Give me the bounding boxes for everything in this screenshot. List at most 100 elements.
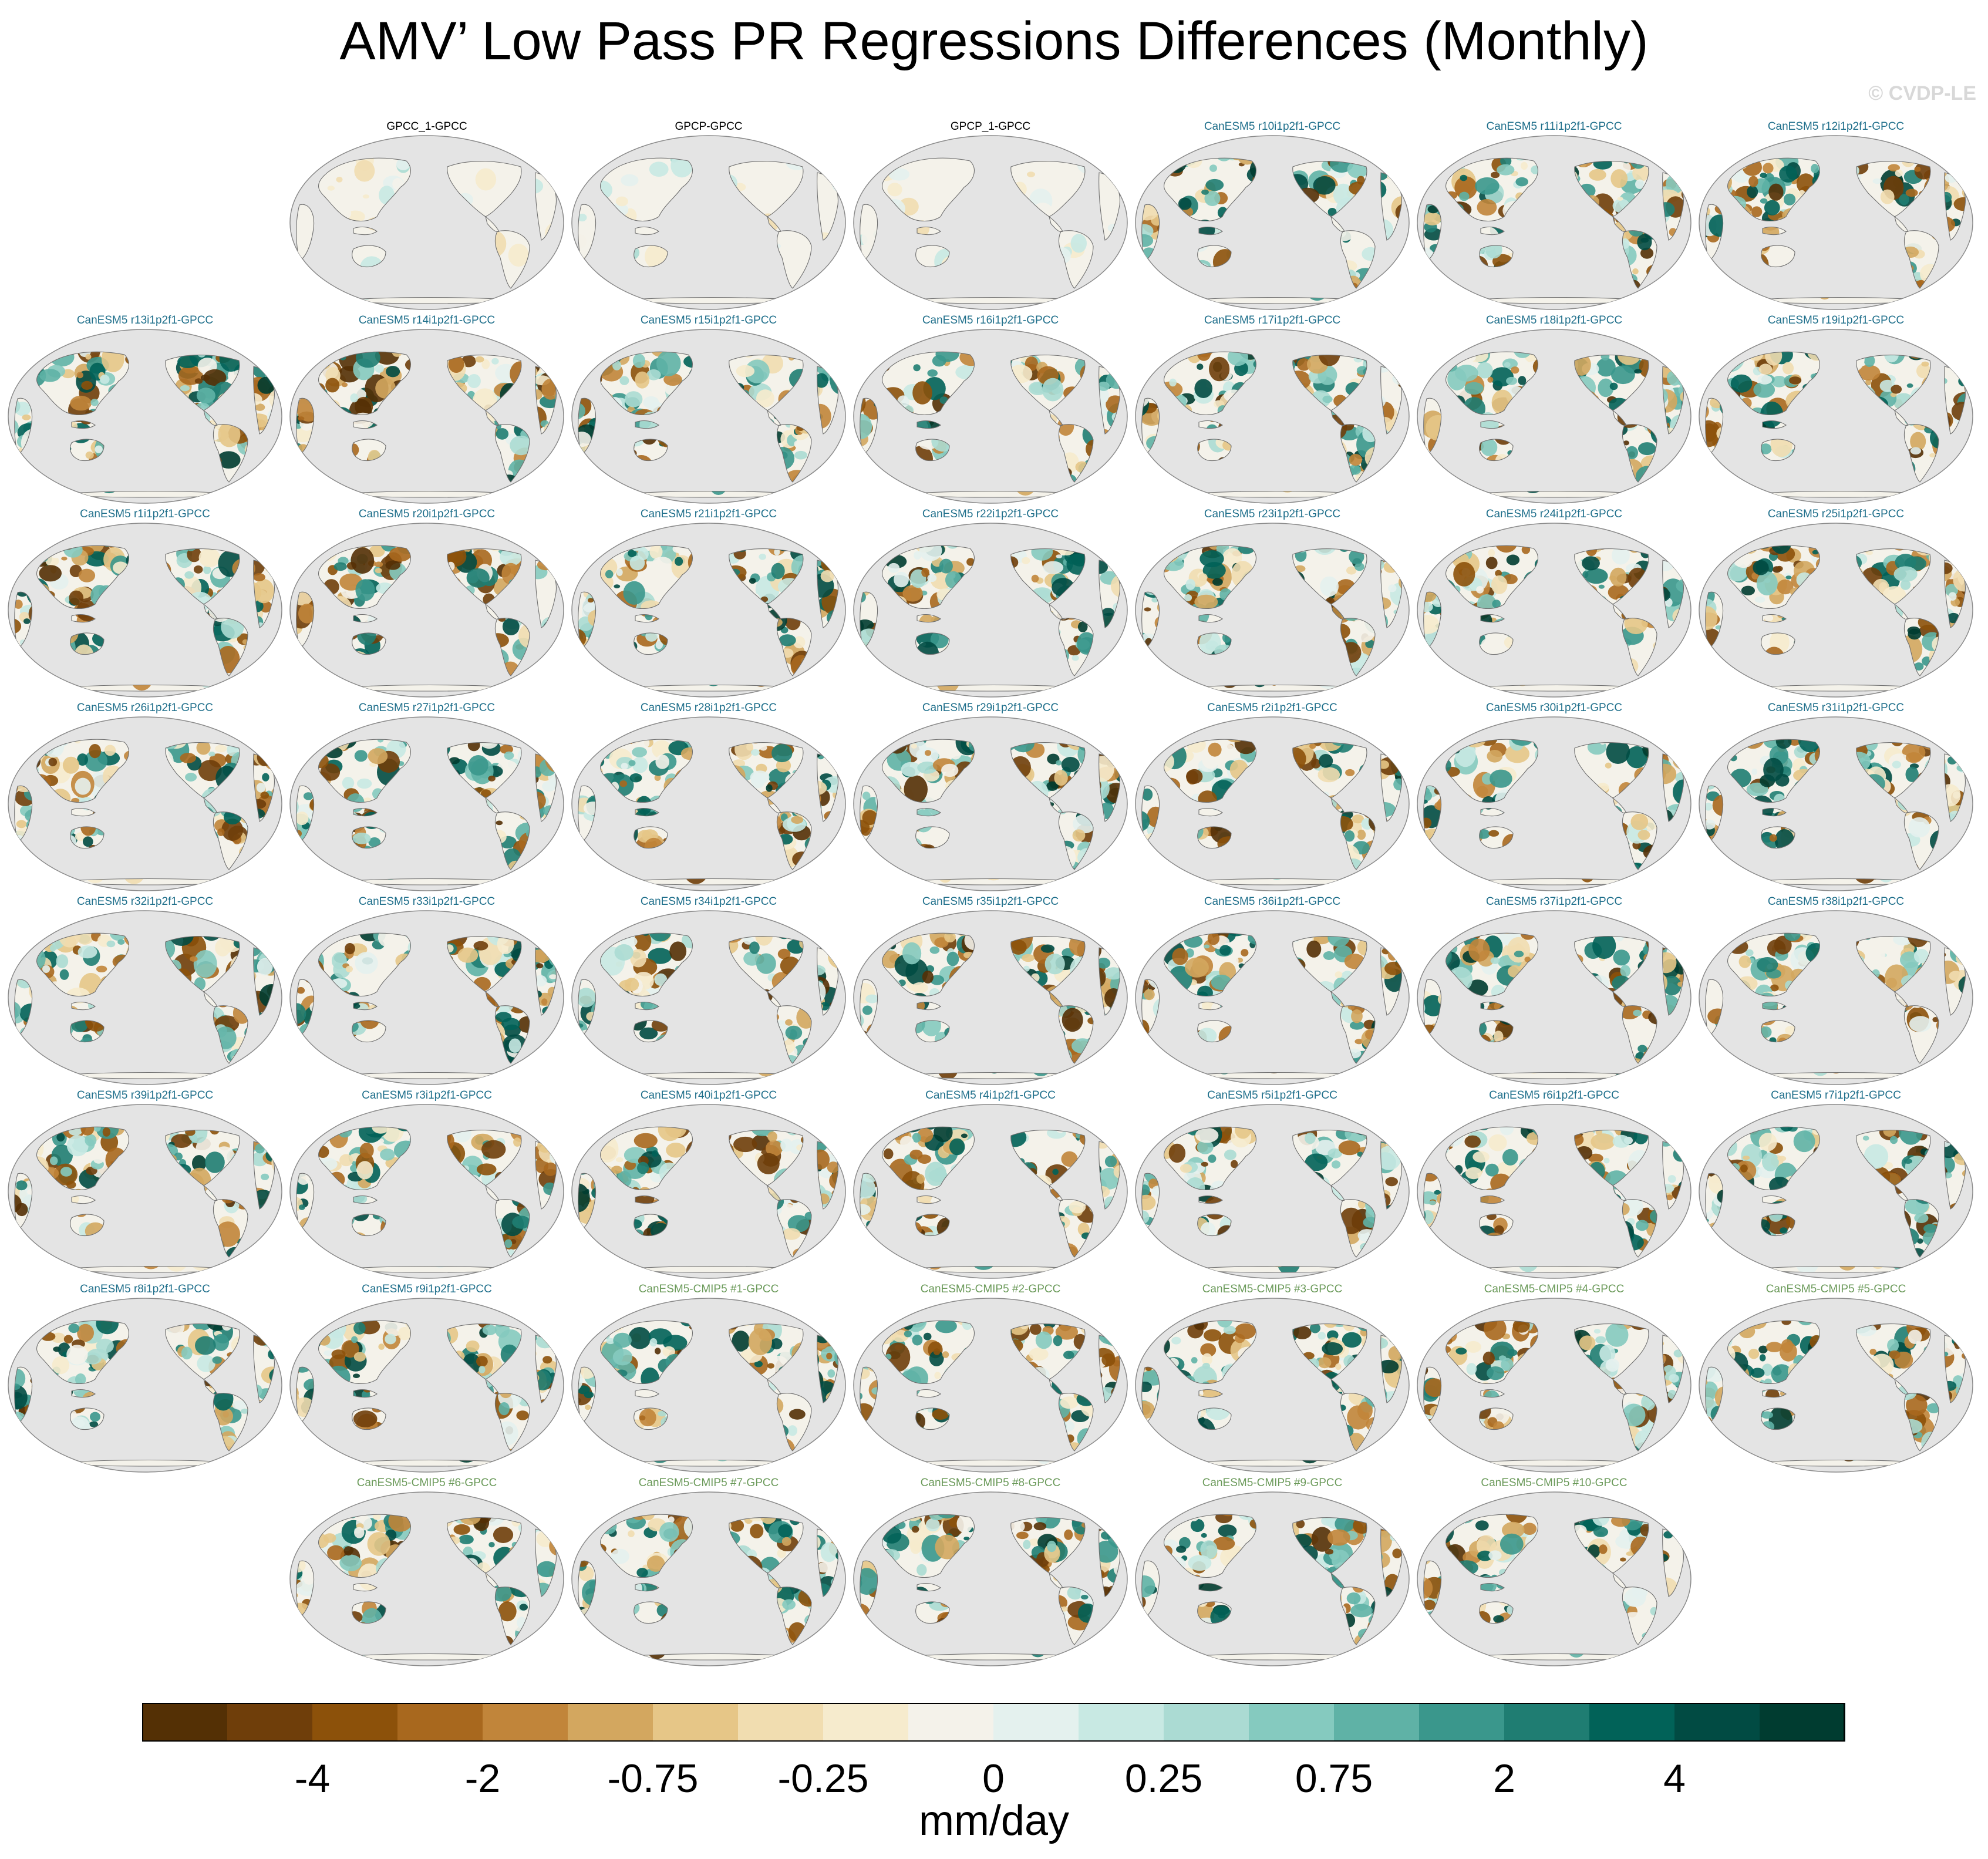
panel-label: GPCP-GPCC [675, 120, 743, 133]
coastline [1727, 157, 1820, 222]
coastline [165, 1323, 240, 1380]
coastline [915, 632, 950, 655]
coastline [1164, 545, 1256, 609]
coastline [882, 932, 975, 997]
coastline [1574, 1323, 1649, 1380]
ocean-background [571, 716, 846, 891]
coastline [296, 398, 315, 455]
coastline [36, 351, 129, 416]
coastline [1164, 1320, 1256, 1385]
coastline [1445, 1320, 1538, 1385]
coastline [635, 1582, 659, 1592]
panel-label: CanESM5 r29i1p2f1-GPCC [922, 702, 1059, 714]
coastline [578, 398, 597, 455]
coastline [882, 739, 975, 803]
coastline [1164, 157, 1256, 222]
globe-map [1417, 523, 1692, 698]
ocean-background [853, 523, 1128, 698]
coastline [494, 1199, 530, 1258]
coastline [1705, 591, 1724, 649]
ocean-background [853, 1298, 1128, 1473]
ocean-background [1135, 716, 1410, 891]
coastline [916, 1195, 941, 1204]
coastline [882, 157, 975, 222]
coastline [213, 1199, 248, 1258]
coastline [352, 826, 386, 849]
panel-label: CanESM5 r24i1p2f1-GPCC [1485, 508, 1623, 520]
coastline [1197, 439, 1232, 462]
coastline [1479, 632, 1514, 655]
ocean-background [8, 329, 282, 504]
coastline [1903, 1393, 1939, 1451]
coastline [1574, 742, 1649, 799]
ocean-background [1417, 910, 1692, 1085]
map-panel: CanESM5 r26i1p2f1-GPCC [7, 702, 283, 895]
map-panel: CanESM5 r29i1p2f1-GPCC [853, 702, 1128, 895]
ocean-background [571, 135, 846, 310]
coastline [1423, 785, 1442, 843]
coastline [1010, 936, 1086, 992]
panel-label: CanESM5 r26i1p2f1-GPCC [76, 702, 214, 714]
coastline [1141, 1366, 1160, 1424]
globe-map [1417, 910, 1692, 1085]
coastline [635, 1195, 659, 1204]
coastline [1727, 1320, 1820, 1385]
coastline [882, 1126, 975, 1191]
map-panel: CanESM5 r2i1p2f1-GPCC [1134, 702, 1410, 895]
coastline [213, 618, 248, 676]
coastline [1727, 739, 1820, 803]
coastline [1903, 230, 1939, 289]
ocean-background [289, 1491, 564, 1666]
globe-map [853, 135, 1128, 310]
coastline [916, 1389, 941, 1398]
coastline [860, 1366, 878, 1424]
map-panel: GPCP_1-GPCC [853, 120, 1128, 314]
coastline [352, 632, 386, 655]
coastline [1762, 1389, 1787, 1398]
coastline [352, 1407, 386, 1430]
ocean-background [1417, 1491, 1692, 1666]
coastline [600, 739, 693, 803]
coastline [1479, 1601, 1514, 1624]
panel-label: CanESM5 r22i1p2f1-GPCC [922, 508, 1059, 520]
coastline [213, 1005, 248, 1064]
coastline [635, 614, 659, 623]
coastline [1574, 548, 1649, 605]
coastline [36, 545, 129, 609]
coastline [916, 807, 941, 817]
ocean-background [571, 523, 846, 698]
coastline [1198, 614, 1223, 623]
panel-label: CanESM5 r36i1p2f1-GPCC [1204, 895, 1341, 908]
coastline [1479, 826, 1514, 849]
coastline [915, 1020, 950, 1043]
coastline [14, 591, 33, 649]
coastline [1198, 1195, 1223, 1204]
coastline [1340, 1587, 1376, 1645]
globe-map [289, 1491, 564, 1666]
globe-map [1417, 135, 1692, 310]
colorbar-cell [1079, 1703, 1164, 1742]
coastline [71, 807, 96, 817]
colorbar-tick-label: -0.75 [607, 1756, 699, 1801]
coastline [296, 1173, 315, 1230]
coastline [882, 1320, 975, 1385]
globe-map [1135, 135, 1410, 310]
globe-map [1135, 1491, 1410, 1666]
coastline [1292, 1323, 1367, 1380]
coastline [600, 1320, 693, 1385]
globe-map [571, 1104, 846, 1279]
colorbar-cell [908, 1703, 994, 1742]
ocean-background [853, 135, 1128, 310]
ocean-background [1699, 135, 1973, 310]
globe-map [289, 135, 564, 310]
coastline [776, 424, 812, 483]
coastline [860, 398, 878, 455]
globe-map [571, 910, 846, 1085]
coastline [1010, 355, 1086, 411]
globe-map [1699, 1104, 1973, 1279]
coastline [1480, 420, 1505, 429]
coastline [1292, 936, 1367, 992]
coastline [1705, 204, 1724, 261]
colorbar-cell [993, 1703, 1079, 1742]
coastline [1705, 979, 1724, 1036]
